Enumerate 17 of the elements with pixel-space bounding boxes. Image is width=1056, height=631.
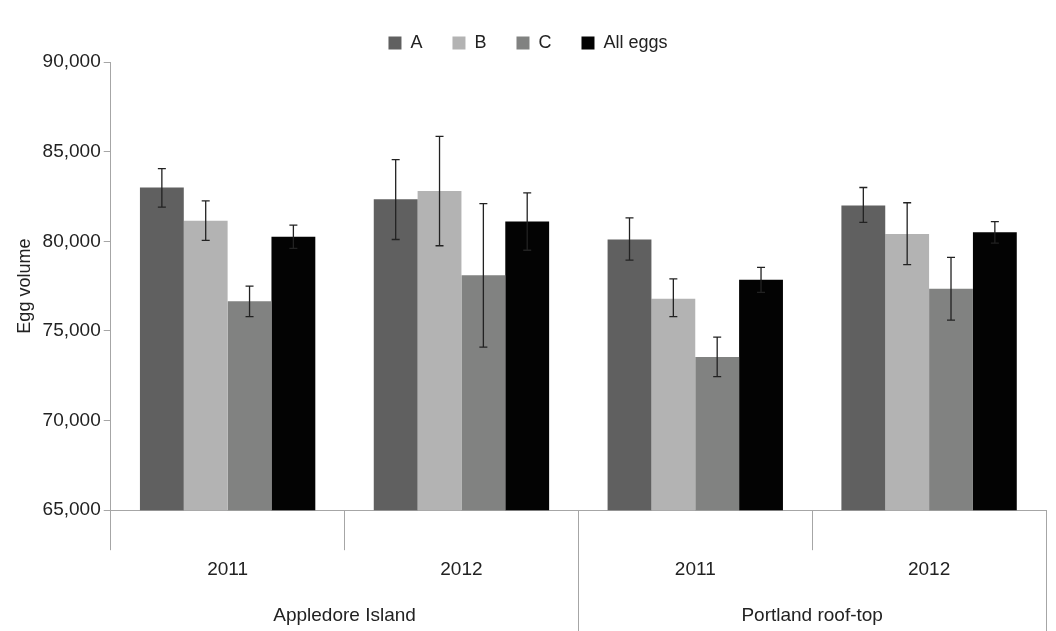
legend-label: All eggs (603, 31, 668, 52)
legend-label: A (410, 31, 423, 52)
y-tick-label: 80,000 (42, 229, 101, 251)
text: Appledore Island (273, 604, 416, 626)
y-tick-label: 70,000 (42, 408, 101, 430)
y-tick-label: 65,000 (42, 498, 101, 520)
x-tick-label: 2012 (907, 557, 951, 579)
y-tick-label: 75,000 (42, 319, 101, 341)
y-tick-label: 90,000 (42, 50, 101, 72)
x-tick-label: 2011 (674, 557, 716, 579)
text: Portland roof-top (741, 604, 883, 626)
x-tick-label: 2011 (207, 557, 249, 579)
y-tick-label: 85,000 (42, 139, 101, 161)
legend-label: C (538, 31, 552, 52)
y-axis-title: Egg volume (13, 238, 34, 334)
x-tick-label: 2012 (440, 557, 483, 579)
legend-label: B (474, 31, 487, 52)
